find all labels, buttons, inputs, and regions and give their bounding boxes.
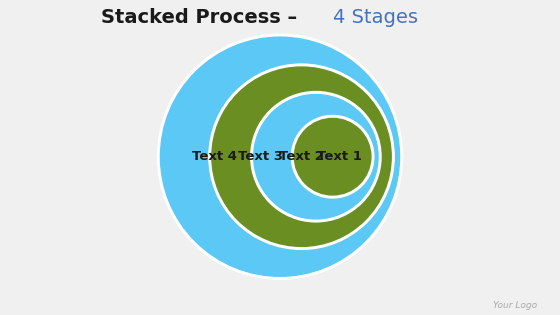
Text: Text 4: Text 4 <box>192 150 237 163</box>
Text: Text 3: Text 3 <box>239 150 283 163</box>
Circle shape <box>157 34 403 279</box>
Circle shape <box>254 94 378 219</box>
Circle shape <box>161 37 399 276</box>
Circle shape <box>291 116 374 198</box>
Circle shape <box>295 118 371 195</box>
Text: Your Logo: Your Logo <box>493 301 538 310</box>
Text: Stacked Process –: Stacked Process – <box>101 8 304 27</box>
Circle shape <box>251 92 381 222</box>
Text: Text 2: Text 2 <box>279 150 324 163</box>
Circle shape <box>209 64 394 249</box>
Circle shape <box>212 67 391 246</box>
Text: Text 1: Text 1 <box>318 150 362 163</box>
Text: 4 Stages: 4 Stages <box>333 8 418 27</box>
